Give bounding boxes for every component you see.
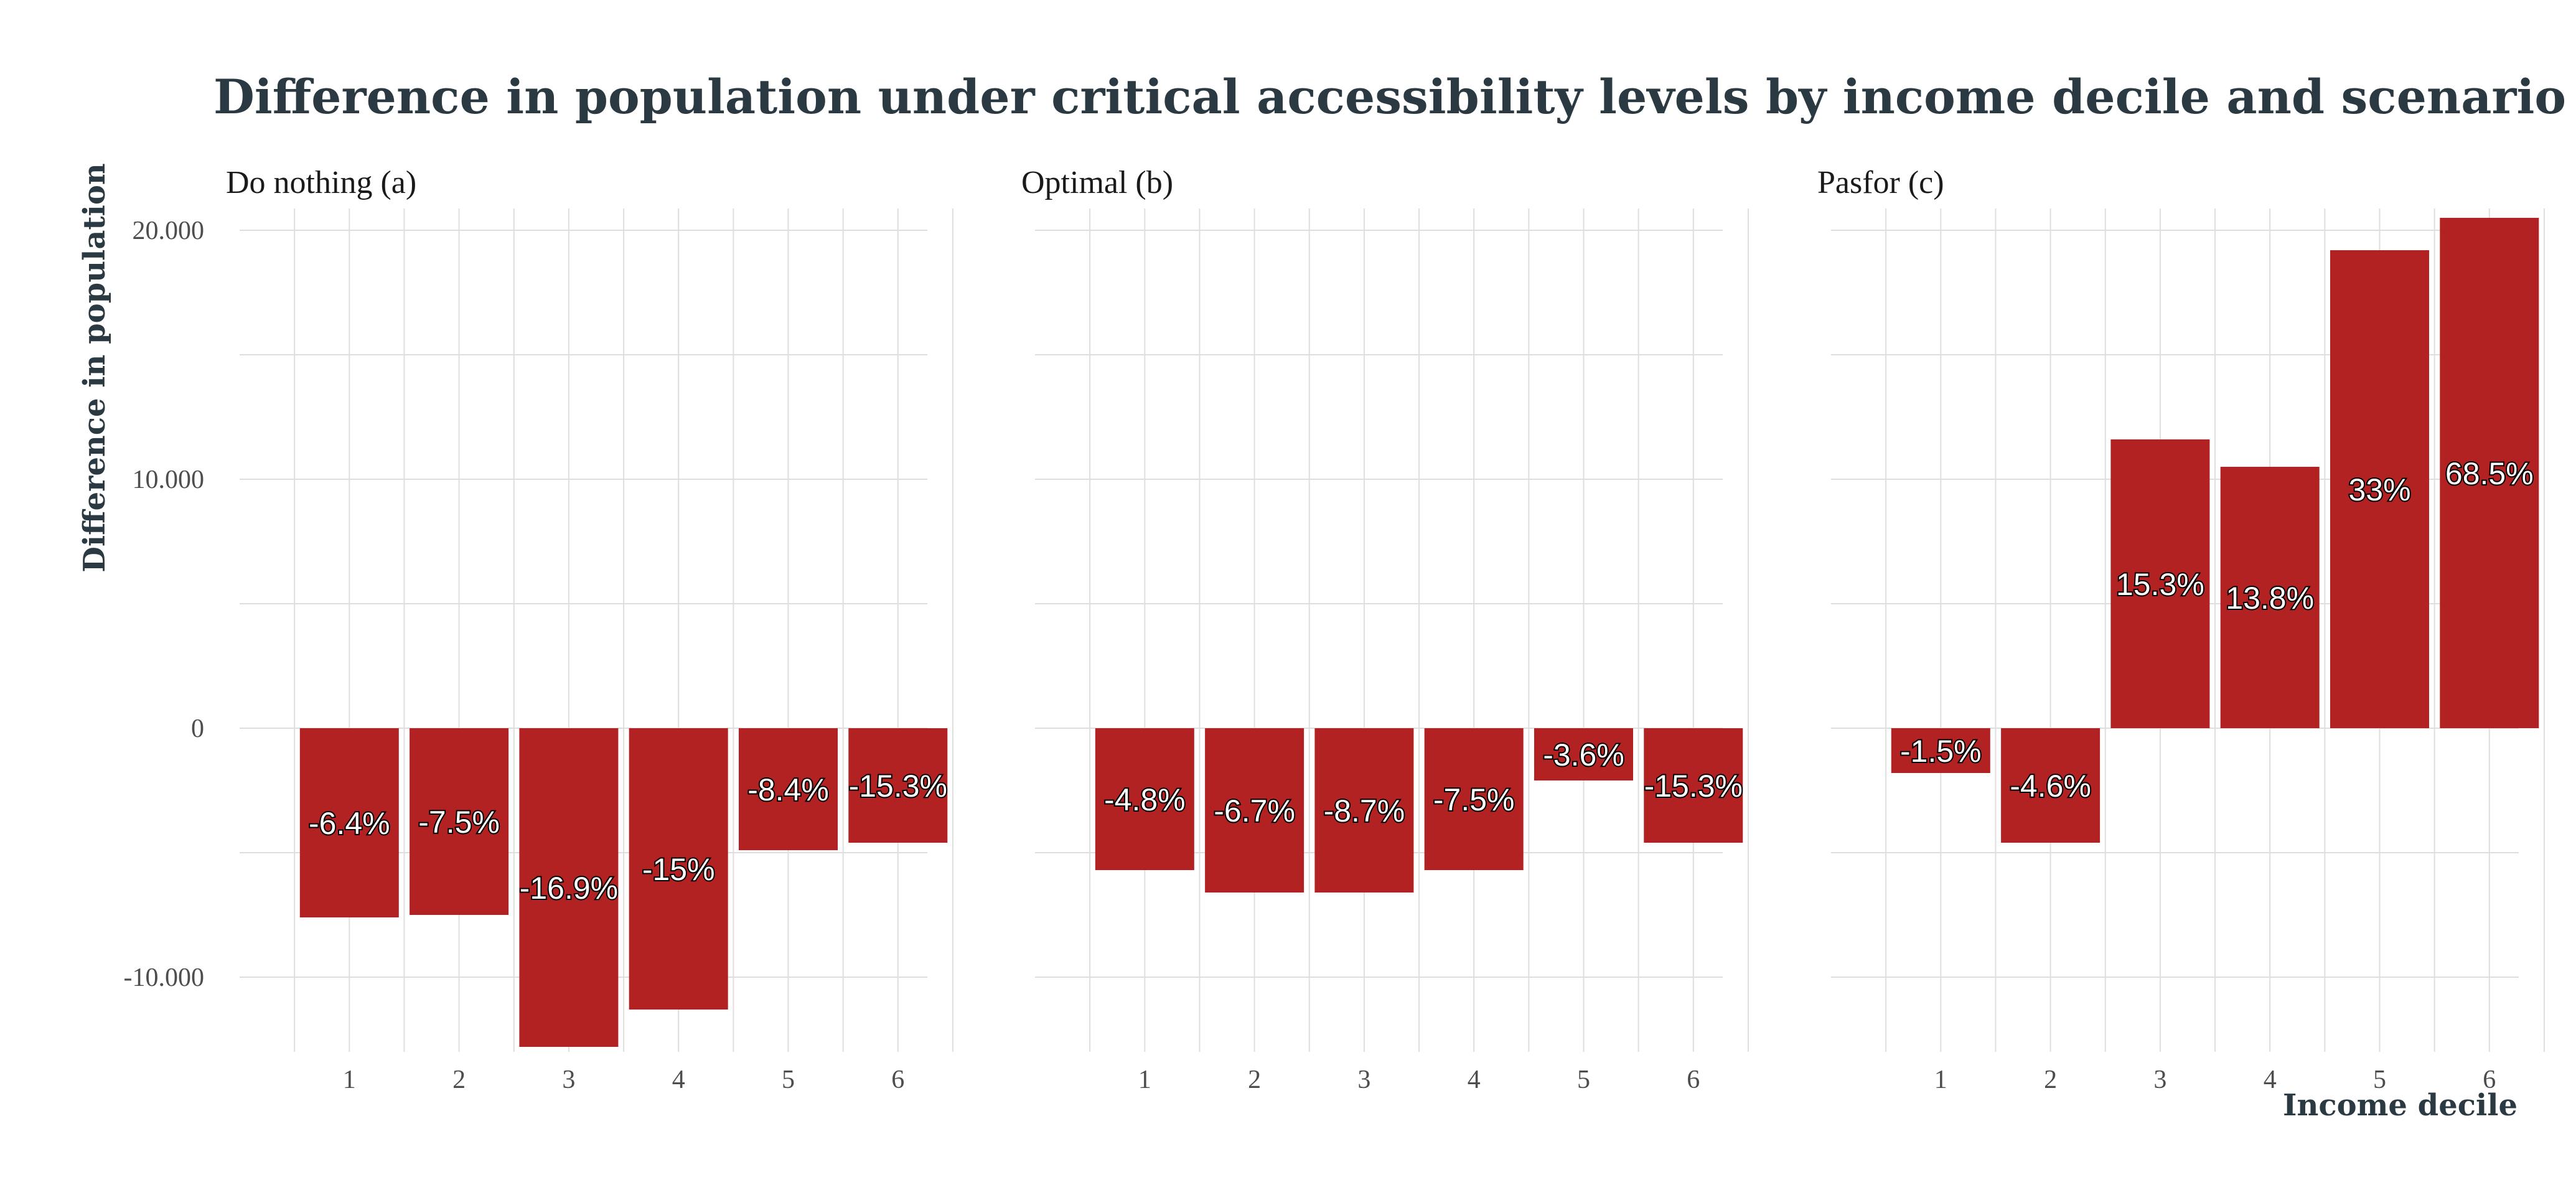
bar xyxy=(848,728,948,843)
x-tick-label: 3 xyxy=(2153,1066,2166,1094)
y-tick-label: 10.000 xyxy=(133,466,205,494)
bar-label: -15% xyxy=(642,852,715,887)
x-tick-label: 2 xyxy=(452,1066,466,1094)
bar-label: -8.7% xyxy=(1324,794,1405,828)
bar-label: -16.9% xyxy=(520,871,618,906)
bar-label: 13.8% xyxy=(2226,581,2314,616)
bar xyxy=(2110,439,2210,728)
bar xyxy=(1534,728,1633,780)
bar xyxy=(299,728,399,917)
bar-label: -4.6% xyxy=(2010,769,2091,804)
bar xyxy=(1891,728,1990,773)
bar-label: -3.6% xyxy=(1543,738,1624,772)
x-tick-label: 4 xyxy=(672,1066,685,1094)
facet-panel: Optimal (b) -4.8% 1 -6.7% 2 -8.7% 3 -7.5% 4 -3.6%… xyxy=(1021,165,1749,1094)
bar-label: -1.5% xyxy=(1900,734,1982,769)
bar-label: -7.5% xyxy=(418,805,500,840)
facet-panels: Do nothing (a) -6.4% 1 -7.5% 2 -16.9% 3 -15% 4 -8… xyxy=(124,165,2545,1094)
x-tick-label: 5 xyxy=(1577,1066,1590,1094)
x-tick-label: 3 xyxy=(1357,1066,1370,1094)
bar-label: -15.3% xyxy=(849,769,947,804)
x-tick-label: 3 xyxy=(562,1066,575,1094)
y-axis-label: Difference in population xyxy=(77,163,112,573)
x-axis-label: Income decile xyxy=(2283,1088,2517,1123)
chart-title: Difference in population under critical … xyxy=(213,69,2566,124)
x-tick-label: 6 xyxy=(891,1066,904,1094)
y-tick-label: 0 xyxy=(191,715,204,743)
bar xyxy=(410,728,509,915)
x-tick-label: 6 xyxy=(1687,1066,1700,1094)
bar-label: -15.3% xyxy=(1644,769,1743,804)
bar xyxy=(2440,218,2539,728)
bar xyxy=(2220,467,2320,728)
bar-label: 15.3% xyxy=(2116,567,2204,602)
bar-label: -7.5% xyxy=(1433,782,1515,817)
facet-title: Do nothing (a) xyxy=(226,165,416,200)
y-tick-label: -10.000 xyxy=(124,963,205,992)
bar xyxy=(2001,728,2101,843)
bar-label: -8.4% xyxy=(747,772,829,807)
x-tick-label: 5 xyxy=(2373,1066,2386,1094)
y-tick-label: 20.000 xyxy=(133,217,205,245)
bar xyxy=(739,728,838,850)
bar xyxy=(1424,728,1524,870)
facet-panel: Pasfor (c) -1.5% 1 -4.6% 2 15.3% 3 13.8% 4 33% 5 68… xyxy=(1817,165,2545,1094)
x-tick-label: 2 xyxy=(1248,1066,1261,1094)
bar xyxy=(2330,250,2429,728)
x-tick-label: 2 xyxy=(2044,1066,2057,1094)
x-tick-label: 5 xyxy=(782,1066,795,1094)
bar-label: -4.8% xyxy=(1104,782,1186,817)
bar xyxy=(1095,728,1194,870)
bar-label: -6.7% xyxy=(1214,794,1295,828)
facet-title: Optimal (b) xyxy=(1021,165,1173,200)
x-tick-label: 4 xyxy=(2264,1066,2277,1094)
bar-label: -6.4% xyxy=(309,806,390,841)
bar-label: 68.5% xyxy=(2445,456,2534,491)
x-tick-label: 4 xyxy=(1468,1066,1481,1094)
bar xyxy=(519,728,619,1047)
bar xyxy=(1314,728,1414,893)
bar xyxy=(1644,728,1743,843)
facet-title: Pasfor (c) xyxy=(1817,165,1944,200)
x-tick-label: 1 xyxy=(343,1066,356,1094)
bar-label: 33% xyxy=(2348,472,2410,507)
bar xyxy=(1205,728,1304,893)
x-tick-label: 1 xyxy=(1934,1066,1947,1094)
facet-panel: Do nothing (a) -6.4% 1 -7.5% 2 -16.9% 3 -15% 4 -8… xyxy=(226,165,953,1094)
x-tick-label: 6 xyxy=(2483,1066,2496,1094)
bar xyxy=(629,728,728,1010)
x-tick-label: 1 xyxy=(1138,1066,1151,1094)
